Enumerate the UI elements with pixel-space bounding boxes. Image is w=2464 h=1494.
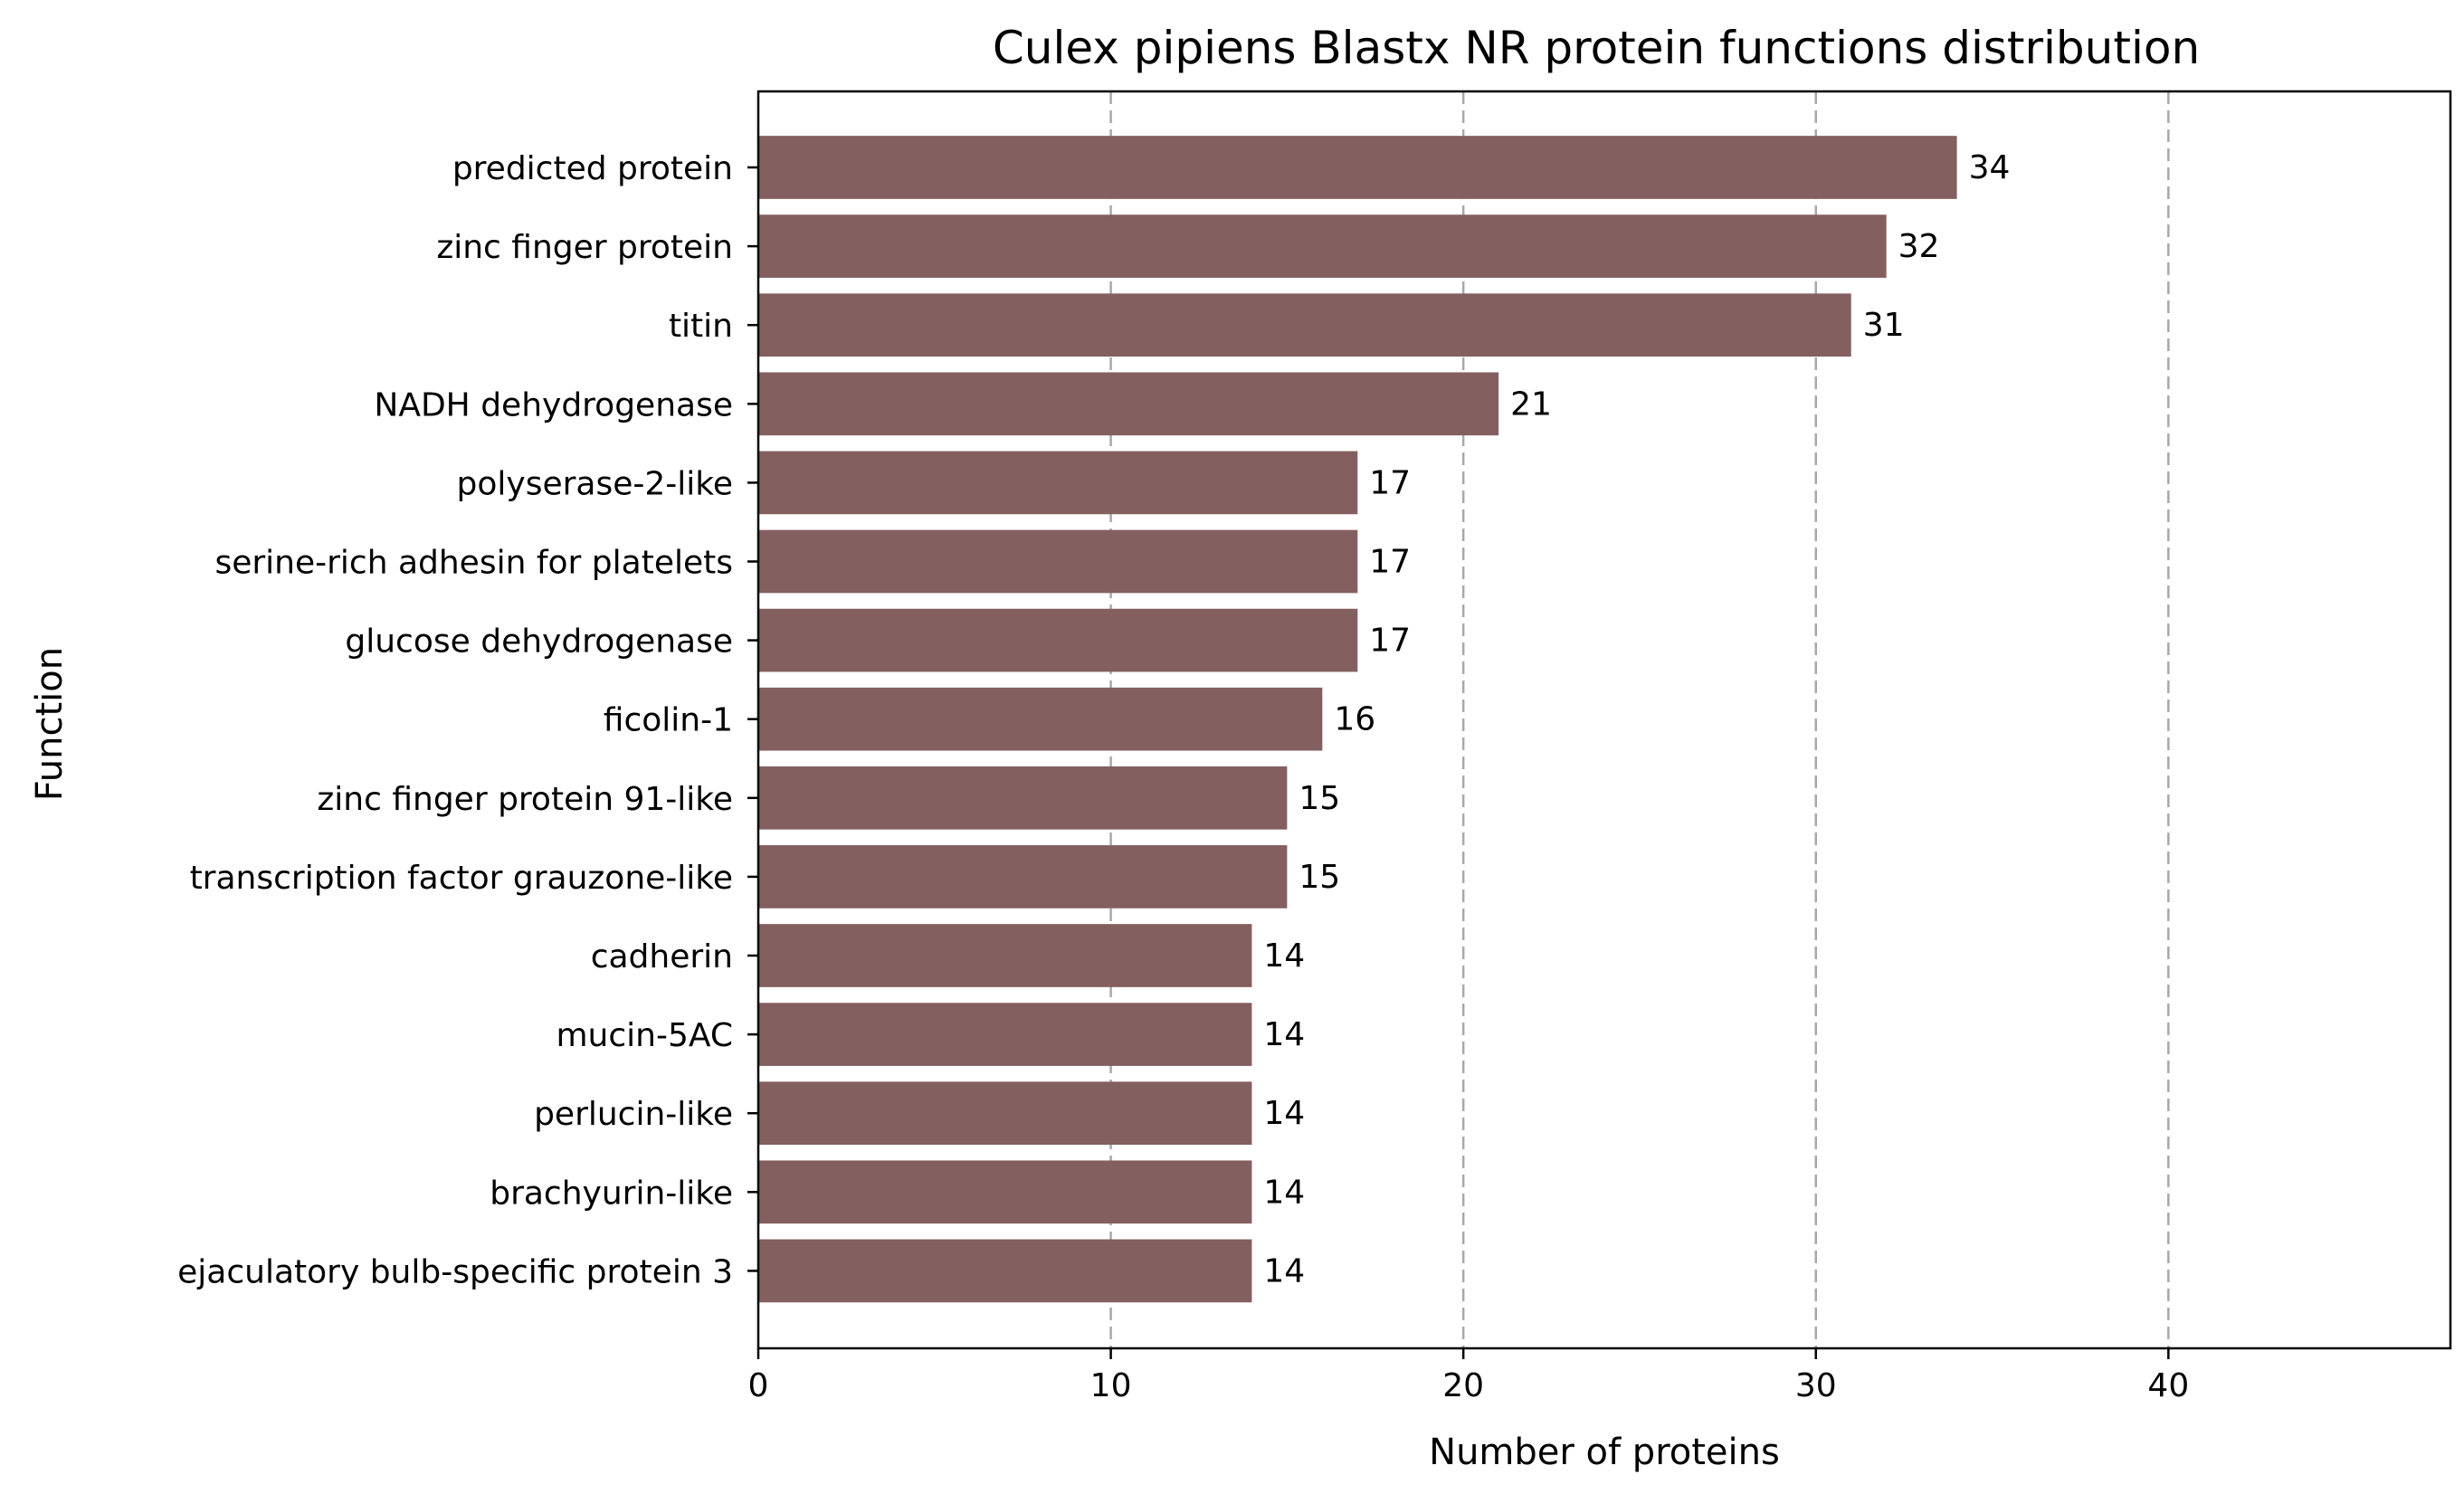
- bar: [758, 766, 1288, 830]
- y-tick-label: zinc finger protein: [436, 229, 733, 266]
- y-tick-label: mucin-5AC: [556, 1017, 733, 1054]
- bar: [758, 1003, 1252, 1066]
- data-label: 17: [1369, 464, 1411, 501]
- bar: [758, 451, 1358, 515]
- y-tick-label: glucose dehydrogenase: [345, 623, 733, 661]
- bar: [758, 293, 1851, 357]
- bar: [758, 529, 1358, 594]
- y-tick-label: cadherin: [591, 938, 733, 975]
- bar: [758, 1081, 1252, 1146]
- bar: [758, 372, 1499, 436]
- y-tick-label: titin: [669, 308, 733, 345]
- data-label: 17: [1369, 623, 1411, 660]
- y-axis-label: Function: [29, 647, 71, 801]
- y-tick-label: perlucin-like: [534, 1096, 733, 1133]
- data-label: 21: [1510, 385, 1552, 423]
- x-tick-label: 30: [1795, 1367, 1837, 1404]
- data-label: 32: [1898, 228, 1940, 265]
- y-tick-label: predicted protein: [452, 150, 733, 187]
- x-tick-label: 10: [1090, 1367, 1132, 1404]
- data-label: 15: [1299, 859, 1340, 896]
- data-label: 14: [1263, 1095, 1305, 1132]
- bars: 34 32 31 21 17 17 17 16 15 15 14 14 14 14 14: [758, 136, 2011, 1303]
- y-tick-label: NADH dehydrogenase: [374, 386, 733, 423]
- data-label: 16: [1334, 701, 1375, 738]
- data-label: 14: [1263, 1252, 1305, 1289]
- data-label: 14: [1263, 937, 1305, 975]
- bar: [758, 608, 1358, 672]
- bar: [758, 214, 1887, 278]
- bar: [758, 136, 1957, 199]
- bar: [758, 924, 1252, 987]
- bar: [758, 1239, 1252, 1303]
- data-label: 31: [1863, 307, 1905, 344]
- y-tick-label: transcription factor grauzone-like: [190, 860, 733, 897]
- data-label: 15: [1299, 780, 1340, 817]
- chart-title: Culex pipiens Blastx NR protein function…: [993, 22, 2200, 74]
- y-tick-label: polyserase-2-like: [457, 465, 733, 502]
- bar: [758, 845, 1288, 909]
- x-tick-label: 40: [2147, 1367, 2189, 1404]
- data-label: 17: [1369, 544, 1411, 581]
- y-axis: predicted protein zinc finger protein titi…: [177, 150, 758, 1290]
- data-label: 14: [1263, 1174, 1305, 1211]
- y-tick-label: brachyurin-like: [490, 1175, 733, 1212]
- x-tick-label: 0: [748, 1367, 769, 1404]
- x-tick-label: 20: [1442, 1367, 1484, 1404]
- bar: [758, 687, 1323, 751]
- data-label: 34: [1969, 149, 2011, 186]
- y-tick-label: ejaculatory bulb-specific protein 3: [177, 1253, 733, 1290]
- x-axis: 0 10 20 30 40: [748, 1348, 2189, 1404]
- y-tick-label: zinc finger protein 91-like: [317, 781, 733, 818]
- bar: [758, 1160, 1252, 1224]
- y-tick-label: serine-rich adhesin for platelets: [214, 545, 733, 582]
- y-tick-label: ficolin-1: [604, 702, 733, 739]
- data-label: 14: [1263, 1016, 1305, 1053]
- x-axis-label: Number of proteins: [1429, 1432, 1780, 1473]
